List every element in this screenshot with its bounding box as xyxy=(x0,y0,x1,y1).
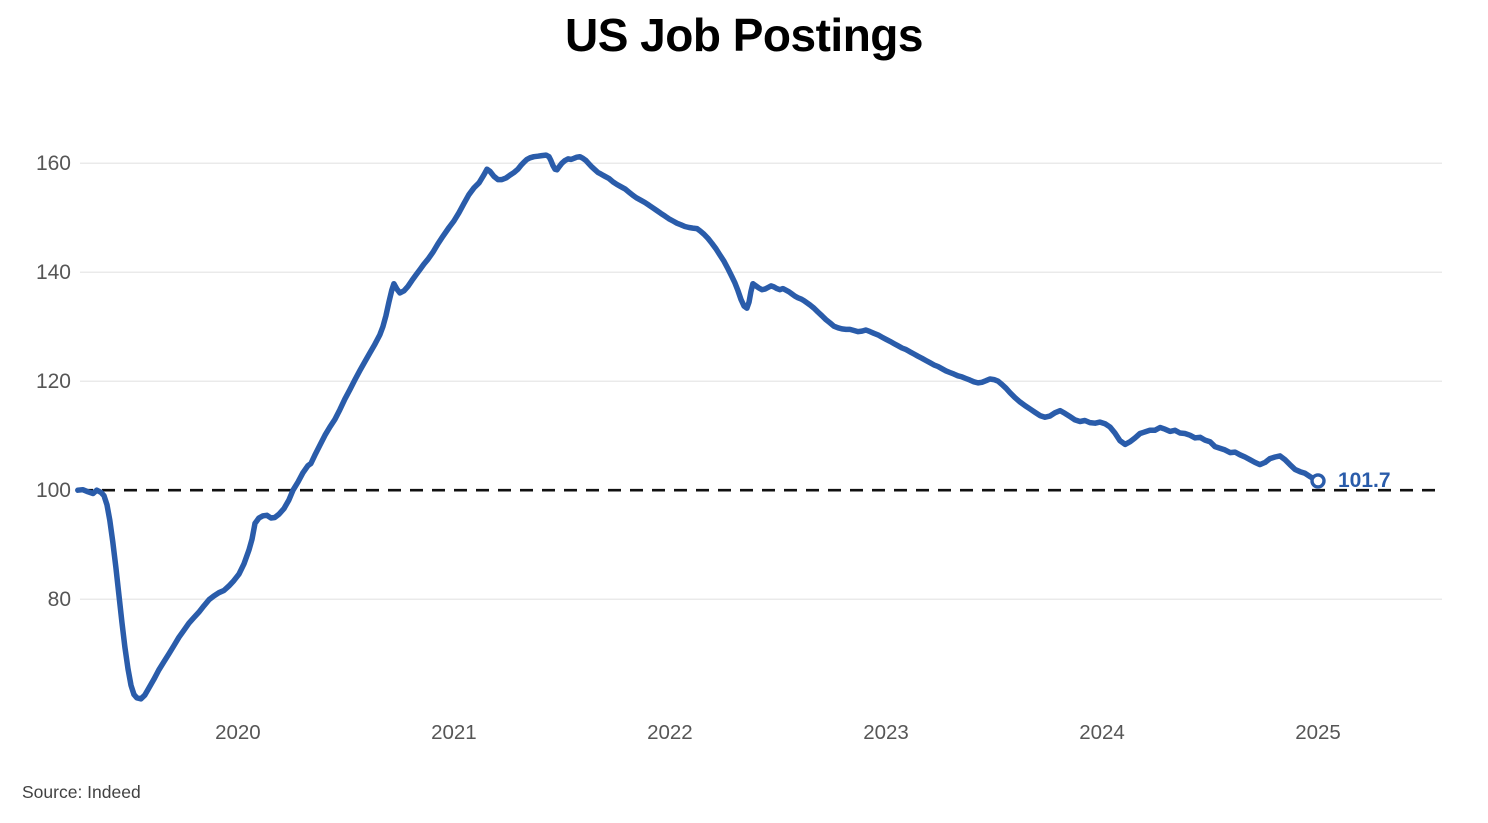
x-tick-label-2022: 2022 xyxy=(647,721,693,744)
x-tick-label-2021: 2021 xyxy=(431,721,477,744)
x-tick-label-2024: 2024 xyxy=(1079,721,1125,744)
y-tick-label-80: 80 xyxy=(48,588,71,611)
source-note: Source: Indeed xyxy=(22,782,141,802)
x-tick-label-2025: 2025 xyxy=(1295,721,1341,744)
y-tick-label-100: 100 xyxy=(36,479,71,502)
y-tick-label-140: 140 xyxy=(36,261,71,284)
x-tick-label-2020: 2020 xyxy=(215,721,261,744)
latest-value-label: 101.7 xyxy=(1338,469,1391,492)
x-tick-label-2023: 2023 xyxy=(863,721,909,744)
chart-title: US Job Postings xyxy=(565,9,923,61)
y-tick-label-120: 120 xyxy=(36,370,71,393)
series-line xyxy=(75,152,1321,702)
end-marker-open-circle xyxy=(1310,473,1326,489)
y-tick-label-160: 160 xyxy=(36,152,71,175)
